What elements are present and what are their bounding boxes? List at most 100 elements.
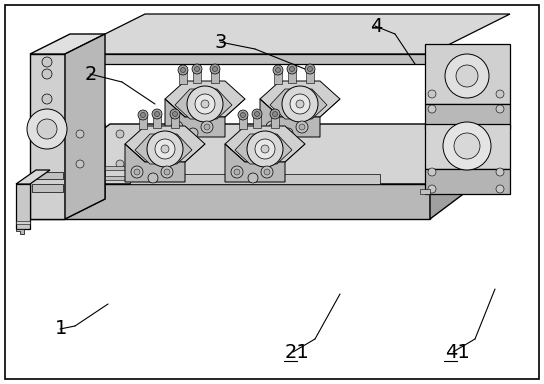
Circle shape bbox=[428, 185, 436, 193]
Circle shape bbox=[27, 109, 67, 149]
Circle shape bbox=[252, 109, 262, 119]
Circle shape bbox=[255, 111, 259, 116]
Text: 41: 41 bbox=[445, 343, 470, 361]
Polygon shape bbox=[420, 189, 430, 194]
Circle shape bbox=[282, 86, 318, 122]
Circle shape bbox=[152, 109, 162, 119]
Polygon shape bbox=[65, 14, 510, 54]
Polygon shape bbox=[105, 166, 145, 170]
Polygon shape bbox=[425, 104, 510, 129]
Circle shape bbox=[164, 169, 170, 175]
Circle shape bbox=[171, 121, 183, 133]
Circle shape bbox=[496, 90, 504, 98]
Polygon shape bbox=[30, 54, 65, 219]
Polygon shape bbox=[288, 69, 296, 83]
Circle shape bbox=[201, 100, 209, 108]
Circle shape bbox=[289, 66, 294, 71]
Circle shape bbox=[454, 133, 480, 159]
Polygon shape bbox=[171, 114, 179, 128]
Circle shape bbox=[270, 109, 280, 119]
Text: 3: 3 bbox=[215, 33, 227, 51]
Circle shape bbox=[192, 64, 202, 74]
Circle shape bbox=[428, 105, 436, 113]
Circle shape bbox=[140, 113, 145, 118]
Circle shape bbox=[42, 69, 52, 79]
Polygon shape bbox=[130, 174, 380, 184]
Circle shape bbox=[147, 131, 183, 167]
Circle shape bbox=[174, 124, 180, 130]
Text: 2: 2 bbox=[85, 65, 97, 83]
Circle shape bbox=[496, 168, 504, 176]
Circle shape bbox=[299, 124, 305, 130]
Polygon shape bbox=[270, 89, 327, 119]
Circle shape bbox=[255, 139, 275, 159]
Circle shape bbox=[161, 145, 169, 153]
Circle shape bbox=[201, 121, 213, 133]
Polygon shape bbox=[16, 170, 50, 184]
Circle shape bbox=[238, 110, 248, 120]
Circle shape bbox=[116, 160, 124, 168]
Polygon shape bbox=[165, 81, 245, 117]
Circle shape bbox=[76, 160, 84, 168]
Circle shape bbox=[213, 66, 218, 71]
Polygon shape bbox=[16, 221, 30, 224]
Polygon shape bbox=[425, 169, 510, 194]
Circle shape bbox=[187, 86, 223, 122]
Polygon shape bbox=[16, 229, 24, 234]
Polygon shape bbox=[65, 54, 430, 64]
Circle shape bbox=[445, 54, 489, 98]
Circle shape bbox=[290, 94, 310, 114]
Circle shape bbox=[247, 131, 283, 167]
Polygon shape bbox=[65, 34, 105, 219]
Polygon shape bbox=[32, 172, 63, 179]
Circle shape bbox=[240, 113, 245, 118]
Polygon shape bbox=[225, 144, 285, 182]
Polygon shape bbox=[165, 99, 225, 137]
Circle shape bbox=[155, 139, 175, 159]
Polygon shape bbox=[135, 134, 192, 164]
Circle shape bbox=[273, 111, 277, 116]
Polygon shape bbox=[211, 69, 219, 83]
Circle shape bbox=[261, 145, 269, 153]
Polygon shape bbox=[16, 184, 30, 229]
Polygon shape bbox=[425, 44, 510, 104]
Polygon shape bbox=[153, 114, 161, 128]
Circle shape bbox=[172, 111, 177, 116]
Circle shape bbox=[37, 119, 57, 139]
Circle shape bbox=[76, 130, 84, 138]
Polygon shape bbox=[239, 115, 247, 129]
Circle shape bbox=[42, 94, 52, 104]
Polygon shape bbox=[235, 134, 292, 164]
Circle shape bbox=[134, 169, 140, 175]
Circle shape bbox=[248, 173, 258, 183]
Polygon shape bbox=[105, 176, 145, 180]
Polygon shape bbox=[32, 184, 63, 192]
Circle shape bbox=[273, 65, 283, 75]
Polygon shape bbox=[30, 34, 105, 54]
Polygon shape bbox=[225, 126, 305, 162]
Circle shape bbox=[231, 166, 243, 178]
Circle shape bbox=[275, 68, 281, 73]
Circle shape bbox=[496, 185, 504, 193]
Circle shape bbox=[148, 173, 158, 183]
Polygon shape bbox=[30, 184, 430, 219]
Polygon shape bbox=[274, 70, 282, 84]
Circle shape bbox=[428, 90, 436, 98]
Polygon shape bbox=[65, 124, 105, 219]
Circle shape bbox=[116, 130, 124, 138]
Circle shape bbox=[287, 64, 297, 74]
Circle shape bbox=[234, 169, 240, 175]
Circle shape bbox=[283, 128, 293, 138]
Polygon shape bbox=[271, 114, 279, 128]
Circle shape bbox=[181, 68, 186, 73]
Circle shape bbox=[443, 122, 491, 170]
Circle shape bbox=[428, 168, 436, 176]
Polygon shape bbox=[306, 69, 314, 83]
Polygon shape bbox=[125, 126, 205, 162]
Circle shape bbox=[170, 109, 180, 119]
Circle shape bbox=[264, 169, 270, 175]
Polygon shape bbox=[193, 69, 201, 83]
Text: 4: 4 bbox=[370, 17, 382, 35]
Polygon shape bbox=[253, 114, 261, 128]
Circle shape bbox=[138, 110, 148, 120]
